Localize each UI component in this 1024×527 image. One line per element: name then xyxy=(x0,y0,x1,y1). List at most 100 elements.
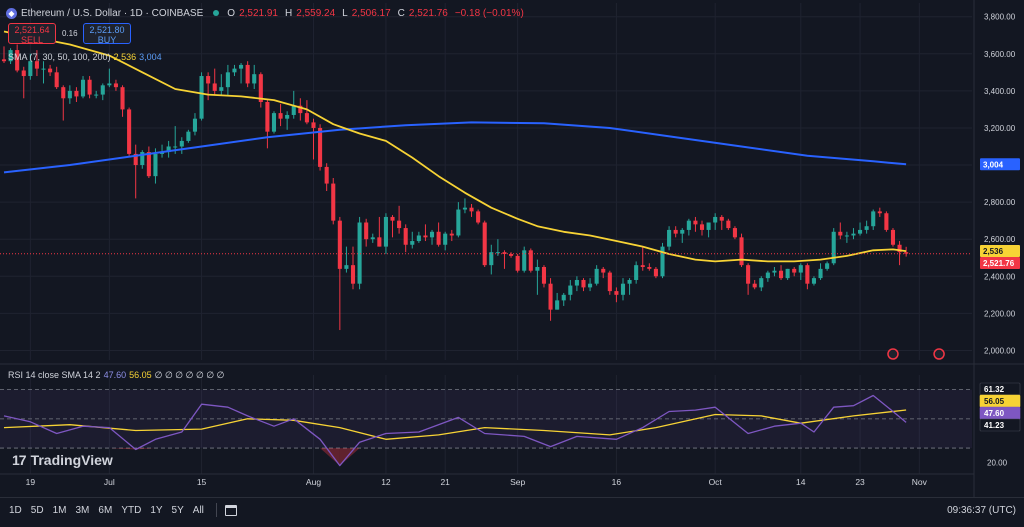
price-axis-badge-label: 2,536 xyxy=(983,247,1004,256)
candle-body xyxy=(258,74,263,102)
candle-body xyxy=(318,127,323,167)
candle-body xyxy=(311,122,316,128)
candle-body xyxy=(331,183,336,221)
utc-clock[interactable]: 09:36:37 (UTC) xyxy=(947,504,1016,516)
candle-body xyxy=(192,118,198,132)
candle-body xyxy=(699,224,705,230)
candle-body xyxy=(48,68,53,73)
calendar-icon[interactable] xyxy=(224,504,237,516)
range-button-5d[interactable]: 5D xyxy=(30,504,44,516)
toolbar-divider xyxy=(215,503,217,517)
candle-body xyxy=(324,166,329,184)
market-status-icon xyxy=(213,10,220,16)
range-button-6m[interactable]: 6M xyxy=(98,504,113,516)
candle-body xyxy=(127,109,132,154)
rsi-line xyxy=(3,394,907,467)
candle-body xyxy=(41,68,46,70)
candle-body xyxy=(568,285,573,295)
candle-body xyxy=(673,229,678,234)
candle-body xyxy=(555,300,560,310)
rsi-oversold-fill xyxy=(339,448,360,466)
event-flag-icon xyxy=(933,348,945,360)
candle-body xyxy=(344,265,349,269)
price-axis-tick-label: 2,400.00 xyxy=(984,272,1016,281)
event-flag-icon xyxy=(887,348,899,360)
sma-legend-label: SMA (7, 30, 50, 100, 200) xyxy=(8,52,111,62)
range-button-ytd[interactable]: YTD xyxy=(121,504,142,516)
rsi-axis-tick-label: 20.00 xyxy=(987,459,1008,468)
low-label: L xyxy=(342,7,348,19)
candle-body xyxy=(772,270,777,273)
sell-button[interactable]: 2,521.64 SELL xyxy=(8,23,56,45)
candle-body xyxy=(739,237,744,266)
candle-body xyxy=(28,61,33,77)
candle-body xyxy=(443,233,448,245)
range-button-1d[interactable]: 1D xyxy=(9,504,22,516)
candle-body xyxy=(884,213,889,230)
range-button-3m[interactable]: 3M xyxy=(75,504,90,516)
candle-body xyxy=(423,235,428,238)
candle-body xyxy=(502,252,507,255)
candle-body xyxy=(173,146,178,148)
sma-legend-value-1: 2,536 xyxy=(113,52,137,62)
candle-body xyxy=(87,79,92,95)
candle-body xyxy=(186,131,191,141)
candle-body xyxy=(225,72,230,88)
candle-body xyxy=(765,272,770,279)
candle-body xyxy=(667,229,672,247)
symbol-title[interactable]: Ethereum / U.S. Dollar · 1D · COINBASE xyxy=(21,7,204,19)
candle-body xyxy=(489,252,494,266)
candle-body xyxy=(838,231,843,236)
time-axis-tick-label: 16 xyxy=(612,477,622,487)
time-axis-tick-label: 19 xyxy=(26,477,36,487)
candle-body xyxy=(271,113,277,132)
candle-body xyxy=(113,83,118,88)
candle-body xyxy=(904,252,909,254)
time-axis-tick-label: Sep xyxy=(510,477,525,487)
symbol-header: ◆ Ethereum / U.S. Dollar · 1D · COINBASE… xyxy=(6,6,527,20)
rsi-legend[interactable]: RSI 14 close SMA 14 2 47.60 56.05 ∅ ∅ ∅ ∅ ∅… xyxy=(8,370,225,381)
buy-button[interactable]: 2,521.80 BUY xyxy=(83,23,131,45)
candle-body xyxy=(890,229,896,245)
price-axis-badge xyxy=(980,245,1020,258)
candle-body xyxy=(574,279,579,286)
ethereum-icon: ◆ xyxy=(6,7,17,19)
candle-body xyxy=(653,268,658,277)
tradingview-logo-icon: 17 xyxy=(12,452,27,468)
rsi-legend-label: RSI 14 close SMA 14 2 xyxy=(8,370,101,380)
candle-body xyxy=(364,222,369,240)
time-axis-tick-label: Aug xyxy=(306,477,321,487)
candle-body xyxy=(581,279,586,288)
price-axis-badge xyxy=(980,257,1020,270)
sma-legend[interactable]: SMA (7, 30, 50, 100, 200) 2,536 3,004 xyxy=(8,52,162,62)
range-button-1m[interactable]: 1M xyxy=(52,504,67,516)
candle-body xyxy=(239,64,244,69)
candle-body xyxy=(759,278,764,288)
candle-body xyxy=(897,244,902,253)
candle-body xyxy=(397,220,402,229)
candle-body xyxy=(482,222,487,266)
candle-body xyxy=(509,254,514,256)
rsi-legend-value-1: 47.60 xyxy=(103,370,127,380)
sell-label: SELL xyxy=(20,35,44,45)
candle-body xyxy=(140,152,145,166)
candle-body xyxy=(245,64,250,84)
candle-body xyxy=(298,105,303,114)
range-button-all[interactable]: All xyxy=(192,504,204,516)
candle-body xyxy=(100,85,105,95)
rsi-oversold-fill xyxy=(320,448,340,466)
candle-body xyxy=(640,265,645,268)
range-button-1y[interactable]: 1Y xyxy=(150,504,163,516)
price-axis-tick-label: 3,400.00 xyxy=(984,87,1016,96)
candle-body xyxy=(54,72,59,88)
tradingview-logo[interactable]: 17 TradingView xyxy=(12,451,113,469)
candle-body xyxy=(693,220,698,225)
sma-blue-line xyxy=(3,121,907,174)
candle-body xyxy=(166,146,171,153)
range-button-5y[interactable]: 5Y xyxy=(171,504,184,516)
candle-body xyxy=(285,114,290,119)
rsi-axis-badge-label: 47.60 xyxy=(984,409,1005,418)
spread-value: 0.16 xyxy=(62,29,78,38)
